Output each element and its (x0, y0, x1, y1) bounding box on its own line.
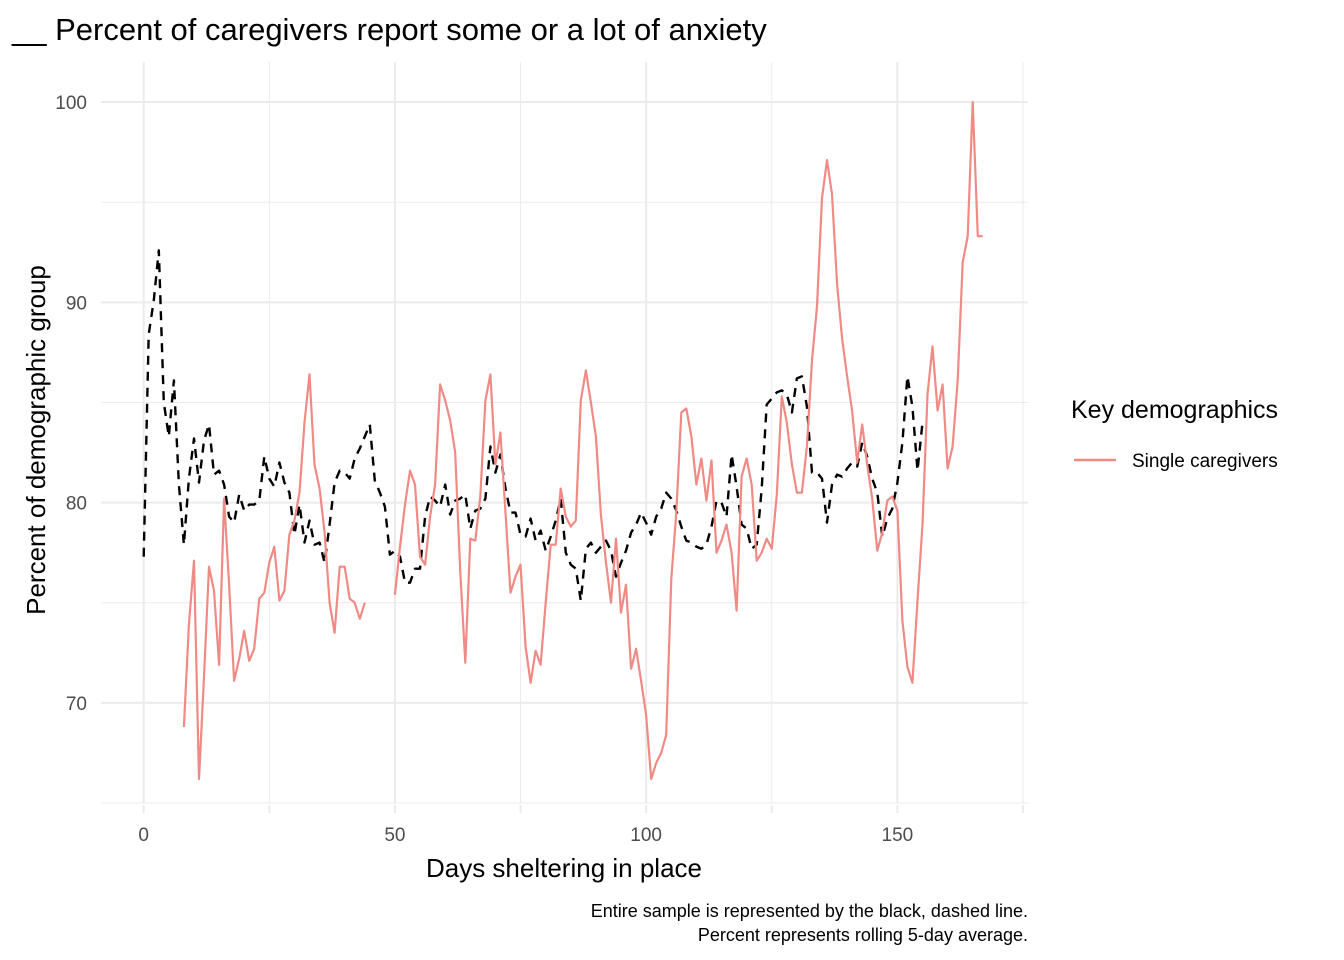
x-tick-label: 100 (630, 825, 662, 846)
y-tick-label: 80 (66, 494, 87, 515)
y-axis-title: Percent of demographic group (21, 265, 51, 615)
y-tick-label: 100 (55, 93, 87, 114)
x-axis-ticks: 0 50 100 150 (138, 805, 1023, 846)
plot-grid (101, 62, 1028, 803)
caption-line-2: Percent represents rolling 5-day average… (698, 925, 1028, 945)
series-line-single-caregivers (184, 102, 983, 779)
x-axis-title: Days sheltering in place (426, 853, 702, 883)
legend-title: Key demographics (1071, 396, 1278, 424)
legend-label-single-caregivers: Single caregivers (1132, 451, 1278, 472)
x-tick-label: 150 (882, 825, 914, 846)
legend: Key demographics Single caregivers (1071, 396, 1278, 472)
y-axis-ticks: 70 80 90 100 (55, 93, 87, 715)
y-tick-label: 90 (66, 293, 87, 314)
chart-title: __ Percent of caregivers report some or … (11, 12, 767, 47)
y-tick-label: 70 (66, 694, 87, 715)
caption-line-1: Entire sample is represented by the blac… (591, 901, 1028, 921)
x-tick-label: 50 (384, 825, 405, 846)
x-tick-label: 0 (138, 825, 149, 846)
